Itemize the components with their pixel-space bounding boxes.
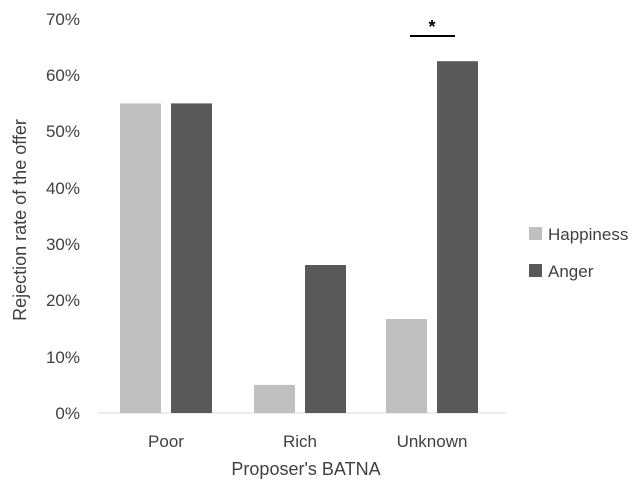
y-tick-label-60: 60%: [46, 66, 80, 85]
x-axis-title: Proposer's BATNA: [231, 459, 380, 479]
y-tick-labels: 0% 10% 20% 30% 40% 50% 60% 70%: [46, 10, 80, 423]
bars: [120, 61, 478, 414]
bar-happiness-poor: [120, 103, 161, 414]
legend-swatch-happiness: [529, 227, 542, 240]
bar-anger-unknown: [437, 61, 478, 413]
category-label-poor: Poor: [148, 432, 184, 451]
y-tick-label-0: 0%: [55, 404, 80, 423]
legend-swatch-anger: [529, 264, 542, 277]
y-tick-label-70: 70%: [46, 10, 80, 29]
legend-label-happiness: Happiness: [548, 225, 628, 244]
significance-annotation: *: [410, 17, 455, 37]
bar-happiness-unknown: [386, 319, 427, 413]
bar-anger-poor: [171, 103, 212, 414]
bar-happiness-rich: [254, 384, 295, 413]
bar-anger-rich: [305, 265, 346, 413]
y-tick-label-40: 40%: [46, 179, 80, 198]
legend-label-anger: Anger: [548, 262, 594, 281]
category-labels: Poor Rich Unknown: [148, 432, 467, 451]
y-tick-label-30: 30%: [46, 235, 80, 254]
category-label-rich: Rich: [283, 432, 317, 451]
category-label-unknown: Unknown: [397, 432, 468, 451]
y-tick-label-10: 10%: [46, 348, 80, 367]
legend: Happiness Anger: [529, 225, 628, 281]
y-axis-title: Rejection rate of the offer: [10, 119, 30, 321]
significance-star: *: [428, 17, 435, 37]
y-tick-label-20: 20%: [46, 291, 80, 310]
y-tick-label-50: 50%: [46, 122, 80, 141]
